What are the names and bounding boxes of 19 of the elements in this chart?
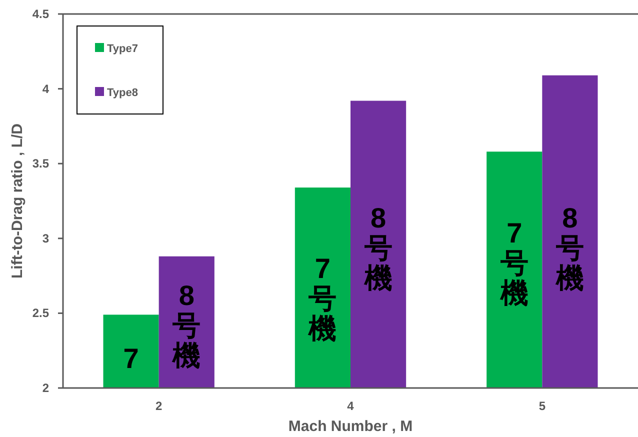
legend-label: Type7	[107, 43, 138, 55]
legend-label: Type8	[107, 87, 138, 99]
annotation: 8号機	[363, 202, 392, 294]
x-tick-label: 4	[347, 399, 354, 413]
x-axis-title: Mach Number , M	[288, 418, 413, 435]
annotation: 7	[123, 343, 139, 374]
y-tick-label: 4	[42, 82, 50, 96]
y-tick-label: 4.5	[32, 7, 50, 21]
y-axis-title: Lift-to-Drag ratio , L/D	[9, 123, 26, 278]
annotation: 8号機	[554, 202, 584, 294]
y-tick-label: 2	[42, 381, 50, 395]
x-tick-label: 5	[538, 399, 546, 413]
annotation: 8号機	[172, 280, 201, 372]
x-tick-label: 2	[155, 399, 162, 413]
annotation: 7号機	[308, 253, 337, 344]
annotation: 7号機	[499, 217, 528, 308]
y-tick-label: 3	[42, 231, 50, 246]
y-tick-label: 3.5	[32, 156, 50, 171]
y-tick-label: 2.5	[32, 306, 50, 320]
